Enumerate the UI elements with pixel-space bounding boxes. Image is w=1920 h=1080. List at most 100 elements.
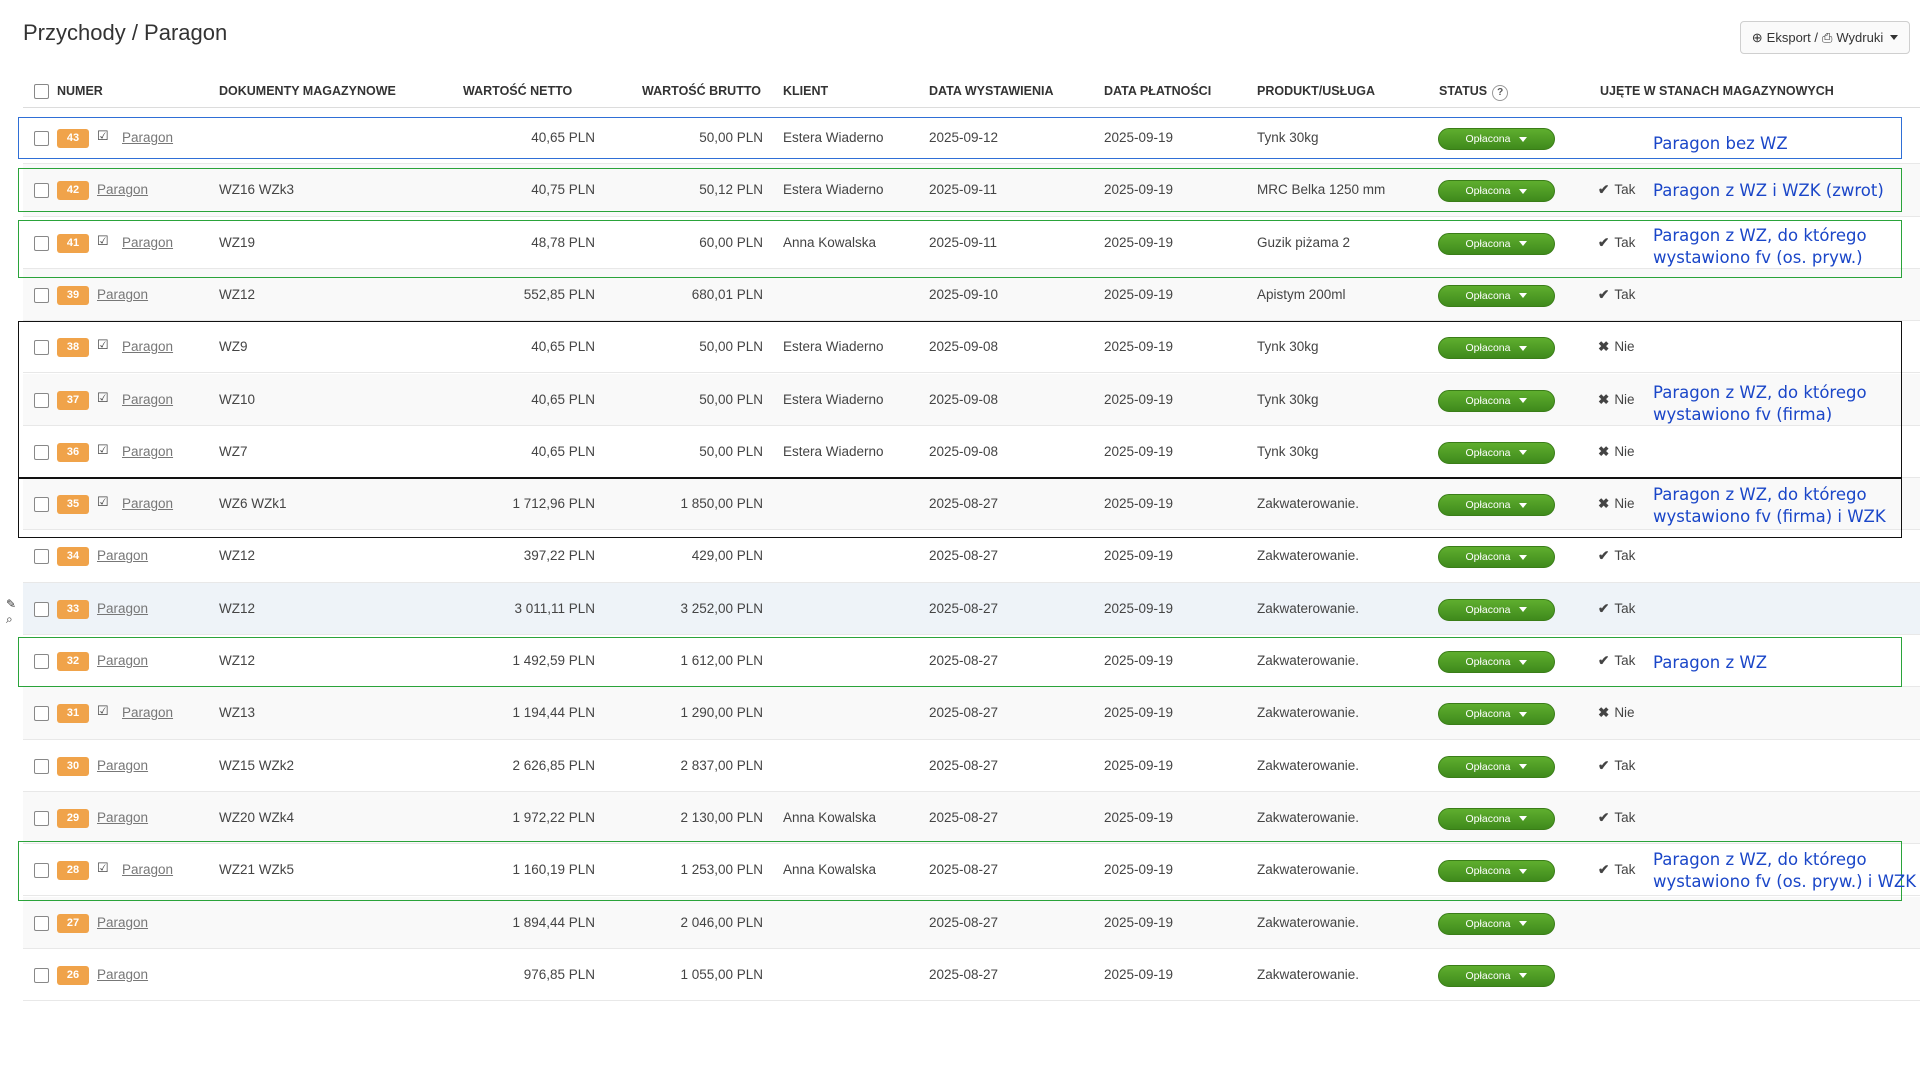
table-row[interactable]: 31 ☑ Paragon WZ13 1 194,44 PLN 1 290,00 PLN 20… — [23, 687, 1920, 740]
document-link[interactable]: Paragon — [97, 653, 149, 668]
row-checkbox[interactable] — [34, 131, 49, 146]
document-link[interactable]: Paragon — [122, 443, 174, 459]
header-netto[interactable]: WARTOŚĆ NETTO — [463, 84, 573, 98]
document-link[interactable]: Paragon — [97, 286, 149, 302]
warehouse-docs[interactable]: WZ16 WZk3 — [219, 182, 295, 198]
document-link[interactable]: Paragon — [97, 600, 149, 616]
status-dropdown[interactable]: Opłacona — [1438, 598, 1555, 621]
pencil-icon[interactable]: ✎ — [6, 597, 17, 611]
table-row[interactable]: 35 ☑ Paragon WZ6 WZk1 1 712,96 PLN 1 850,00 P… — [23, 478, 1920, 531]
table-row[interactable]: 39 Paragon WZ12 552,85 PLN 680,01 PLN 2025-09… — [23, 268, 1920, 322]
status-dropdown[interactable]: Opłacona — [1438, 912, 1555, 935]
row-checkbox[interactable] — [34, 758, 49, 774]
status-dropdown[interactable]: Opłacona — [1438, 494, 1555, 517]
header-produkt[interactable]: PRODUKT/USŁUGA — [1257, 84, 1376, 98]
row-checkbox[interactable] — [34, 287, 49, 303]
document-link[interactable]: Paragon — [122, 496, 174, 512]
header-status[interactable]: STATUS? — [1439, 84, 1509, 101]
warehouse-docs[interactable]: WZ12 — [219, 286, 256, 302]
status-dropdown[interactable]: Opłacona — [1438, 651, 1555, 673]
status-label: Opłacona — [1465, 760, 1511, 773]
document-link[interactable]: Paragon — [97, 182, 149, 198]
header-stan[interactable]: UJĘTE W STANACH MAGAZYNOWYCH — [1600, 84, 1834, 98]
document-link[interactable]: Paragon — [97, 914, 149, 930]
status-dropdown[interactable]: Opłacona — [1438, 441, 1555, 464]
document-link[interactable]: Paragon — [122, 391, 174, 407]
row-checkbox[interactable] — [34, 235, 49, 251]
row-checkbox[interactable] — [34, 497, 49, 513]
header-klient[interactable]: KLIENT — [783, 84, 829, 98]
row-checkbox[interactable] — [34, 601, 49, 617]
warehouse-docs[interactable]: WZ9 — [219, 339, 248, 355]
table-row[interactable]: 29 Paragon WZ20 WZk4 1 972,22 PLN 2 130,00 P… — [23, 791, 1920, 845]
row-checkbox[interactable] — [34, 654, 49, 669]
status-dropdown[interactable]: Opłacona — [1438, 964, 1555, 987]
warehouse-docs[interactable]: WZ13 — [219, 705, 256, 721]
document-link[interactable]: Paragon — [122, 862, 174, 878]
row-checkbox[interactable] — [34, 706, 49, 722]
table-row[interactable]: 30 Paragon WZ15 WZk2 2 626,85 PLN 2 837,00 P… — [23, 739, 1920, 792]
status-dropdown[interactable]: Opłacona — [1438, 860, 1555, 883]
table-row[interactable]: 33 Paragon WZ12 3 011,11 PLN 3 252,00 PLN 202… — [23, 582, 1920, 635]
document-link[interactable]: Paragon — [97, 809, 149, 825]
table-row[interactable]: 38 ☑ Paragon WZ9 40,65 PLN 50,00 PLN Estera Wi… — [23, 321, 1920, 374]
export-print-button[interactable]: ⊕ Eksport / ⎙ Wydruki — [1740, 21, 1910, 54]
help-icon[interactable]: ? — [1492, 85, 1509, 101]
status-dropdown[interactable]: Opłacona — [1438, 180, 1555, 203]
warehouse-docs[interactable]: WZ12 — [219, 548, 256, 564]
document-link[interactable]: Paragon — [122, 234, 174, 250]
document-link[interactable]: Paragon — [122, 339, 174, 355]
header-dokumenty[interactable]: DOKUMENTY MAGAZYNOWE — [219, 84, 396, 98]
header-numer[interactable]: NUMER — [57, 84, 103, 98]
header-data-platnosci[interactable]: DATA PŁATNOŚCI — [1104, 84, 1212, 98]
warehouse-docs[interactable]: WZ10 — [219, 391, 256, 407]
row-checkbox[interactable] — [34, 810, 49, 826]
table-row[interactable]: 43 ☑ Paragon 40,65 PLN 50,00 PLN Estera Wiade… — [23, 112, 1920, 165]
warehouse-docs[interactable]: WZ6 WZk1 — [219, 496, 287, 512]
row-checkbox[interactable] — [34, 915, 49, 931]
row-checkbox[interactable] — [34, 967, 49, 983]
status-dropdown[interactable]: Opłacona — [1438, 389, 1555, 412]
table-row[interactable]: 42 Paragon WZ16 WZk3 40,75 PLN 50,12 PLN Este… — [23, 164, 1920, 217]
warehouse-docs[interactable]: WZ19 — [219, 234, 256, 250]
table-row[interactable]: 28 ☑ Paragon WZ21 WZk5 1 160,19 PLN 1 253,00 … — [23, 844, 1920, 897]
warehouse-docs[interactable]: WZ21 WZk5 — [219, 862, 295, 878]
table-row[interactable]: 37 ☑ Paragon WZ10 40,65 PLN 50,00 PLN Estera W… — [23, 373, 1920, 426]
status-dropdown[interactable]: Opłacona — [1438, 807, 1555, 830]
warehouse-docs[interactable]: WZ12 — [219, 653, 256, 668]
table-row[interactable]: 34 Paragon WZ12 397,22 PLN 429,00 PLN 2025-08… — [23, 530, 1920, 583]
row-checkbox[interactable] — [34, 183, 49, 199]
status-dropdown[interactable]: Opłacona — [1438, 546, 1555, 569]
table-row[interactable]: 26 Paragon 976,85 PLN 1 055,00 PLN 2025-08-2… — [23, 948, 1920, 1002]
warehouse-docs[interactable]: WZ12 — [219, 600, 256, 616]
document-link[interactable]: Paragon — [97, 757, 149, 773]
row-checkbox[interactable] — [34, 549, 49, 565]
magnifier-icon[interactable]: ⌕ — [6, 612, 13, 626]
row-checkbox[interactable] — [34, 444, 49, 460]
row-checkbox[interactable] — [34, 392, 49, 408]
table-row[interactable]: 27 Paragon 1 894,44 PLN 2 046,00 PLN 2025-08… — [23, 896, 1920, 949]
document-link[interactable]: Paragon — [122, 130, 174, 145]
row-checkbox[interactable] — [34, 863, 49, 879]
document-link[interactable]: Paragon — [97, 966, 149, 982]
table-row[interactable]: 36 ☑ Paragon WZ7 40,65 PLN 50,00 PLN Estera Wi… — [23, 425, 1920, 479]
status-dropdown[interactable]: Opłacona — [1438, 284, 1555, 307]
row-checkbox[interactable] — [34, 340, 49, 356]
issue-date: 2025-09-08 — [929, 339, 999, 355]
table-row[interactable]: 32 Paragon WZ12 1 492,59 PLN 1 612,00 PLN 202… — [23, 635, 1920, 688]
document-link[interactable]: Paragon — [122, 705, 174, 721]
status-dropdown[interactable]: Opłacona — [1438, 703, 1555, 726]
warehouse-docs[interactable]: WZ7 — [219, 443, 248, 459]
warehouse-docs[interactable]: WZ15 WZk2 — [219, 757, 295, 773]
check-square-icon: ☑ — [97, 494, 109, 510]
document-link[interactable]: Paragon — [97, 548, 149, 564]
status-dropdown[interactable]: Opłacona — [1438, 755, 1555, 778]
header-data-wystawienia[interactable]: DATA WYSTAWIENIA — [929, 84, 1054, 98]
status-dropdown[interactable]: Opłacona — [1438, 128, 1555, 150]
table-row[interactable]: 41 ☑ Paragon WZ19 48,78 PLN 60,00 PLN Anna Kow… — [23, 216, 1920, 269]
select-all-checkbox[interactable] — [34, 84, 49, 99]
status-dropdown[interactable]: Opłacona — [1438, 337, 1555, 360]
warehouse-docs[interactable]: WZ20 WZk4 — [219, 809, 295, 825]
header-brutto[interactable]: WARTOŚĆ BRUTTO — [642, 84, 761, 98]
status-dropdown[interactable]: Opłacona — [1438, 232, 1555, 255]
